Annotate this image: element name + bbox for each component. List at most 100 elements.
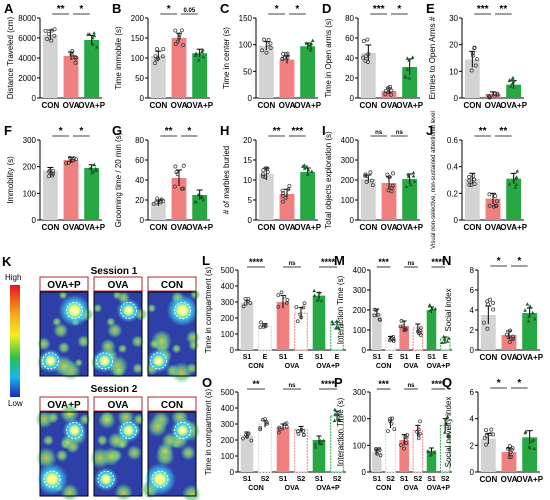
data-point xyxy=(286,187,291,192)
y-tick-label: 20 xyxy=(135,196,144,205)
data-point xyxy=(319,441,324,446)
bar xyxy=(399,326,409,350)
heat-patch xyxy=(118,440,127,449)
panel-letter: M xyxy=(334,253,345,268)
sig-label: **** xyxy=(321,379,336,389)
data-point xyxy=(92,33,97,38)
data-point xyxy=(484,433,489,438)
y-tick-label: 400 xyxy=(341,136,355,145)
heat-patch xyxy=(156,442,174,460)
data-point xyxy=(446,433,450,437)
x-tick-label: CON xyxy=(479,353,497,362)
data-point xyxy=(374,448,379,453)
sig-label: *** xyxy=(373,4,385,15)
y-tick-label: 15 xyxy=(243,156,252,165)
x-tick-label: OVA+P xyxy=(396,101,423,110)
bar xyxy=(426,450,437,472)
y-axis-label: Interaction Time (s) xyxy=(336,275,345,344)
data-point xyxy=(46,174,51,179)
bar xyxy=(385,423,396,473)
data-point xyxy=(194,200,198,204)
bar xyxy=(402,179,418,220)
bar xyxy=(150,56,166,98)
y-tick-label: 0 xyxy=(454,216,459,225)
data-point xyxy=(243,301,248,306)
sig-label: *** xyxy=(477,4,489,15)
y-tick-label: 0 xyxy=(362,346,367,355)
sig-label: ns xyxy=(396,130,404,136)
object-zone xyxy=(150,352,168,370)
data-point xyxy=(310,38,315,43)
data-point xyxy=(467,175,472,179)
y-tick-label: 200 xyxy=(131,14,145,23)
panel-p: P 0 100 200 300 Interaction Time (s) S1 S2 CON **… xyxy=(334,375,452,492)
heat-patch xyxy=(180,445,196,461)
data-point xyxy=(258,425,263,430)
sig-label: **** xyxy=(431,379,446,389)
heat-patch xyxy=(107,322,123,339)
panel-j: J 0 0.2 0.4 0.6 Visual non-selective, non-sus… xyxy=(426,111,528,249)
panel-letter: L xyxy=(202,253,210,268)
bar xyxy=(399,440,409,472)
pair-label: S1 xyxy=(400,354,409,361)
data-point xyxy=(332,418,337,422)
data-point xyxy=(467,182,472,187)
data-point xyxy=(43,28,48,33)
data-point xyxy=(510,77,514,82)
heat-hotspot xyxy=(166,294,199,327)
heat-patch xyxy=(97,410,116,430)
sig-label: * xyxy=(497,378,501,389)
group-name: CON xyxy=(161,400,183,411)
data-point xyxy=(402,446,406,451)
object-zone xyxy=(174,421,192,439)
data-point xyxy=(508,84,513,88)
data-point xyxy=(280,188,285,193)
x-tick-label: OVA xyxy=(485,223,502,232)
data-point xyxy=(372,307,377,312)
pair-label: S2 xyxy=(297,476,306,483)
bar xyxy=(300,46,316,98)
data-point xyxy=(469,68,474,73)
data-point xyxy=(266,38,271,42)
data-point xyxy=(92,31,96,35)
data-point xyxy=(403,328,408,332)
heatmap-group-label: OVA+P xyxy=(39,276,89,292)
heatmap-group-label: OVA xyxy=(93,276,143,292)
panel-letter: Q xyxy=(442,375,452,390)
object-zone xyxy=(120,301,138,319)
data-point xyxy=(281,199,286,204)
data-point xyxy=(363,172,368,177)
y-tick-label: 200 xyxy=(341,176,355,185)
data-point xyxy=(528,304,532,308)
heatmap-frame xyxy=(93,291,143,377)
data-point xyxy=(495,92,500,97)
data-point xyxy=(86,32,90,36)
y-tick-label: 40 xyxy=(135,176,144,185)
y-tick-label: 400 xyxy=(221,282,235,291)
data-point xyxy=(313,445,318,449)
bar xyxy=(300,172,316,220)
y-tick-label: 0 xyxy=(350,216,355,225)
y-tick-label: 100 xyxy=(353,441,367,450)
data-point xyxy=(243,296,248,301)
data-point xyxy=(494,203,499,208)
y-tick-label: 200 xyxy=(221,436,235,445)
heatmap-tile xyxy=(140,408,202,500)
data-point xyxy=(366,60,370,64)
data-point xyxy=(287,183,292,188)
panel-letter: C xyxy=(220,1,230,16)
data-point xyxy=(317,290,322,295)
x-tick-label: OVA xyxy=(381,101,398,110)
sig-label: ** xyxy=(479,126,487,137)
sig-label: * xyxy=(275,4,279,15)
heat-patch xyxy=(126,445,142,461)
y-tick-label: 500 xyxy=(221,388,235,397)
sig-label: * xyxy=(167,4,171,15)
data-point xyxy=(73,60,78,65)
data-point xyxy=(523,430,527,435)
bar xyxy=(63,56,79,98)
sig-label: ns xyxy=(375,130,383,136)
data-point xyxy=(277,430,281,435)
x-tick-label: OVA+P xyxy=(294,223,321,232)
